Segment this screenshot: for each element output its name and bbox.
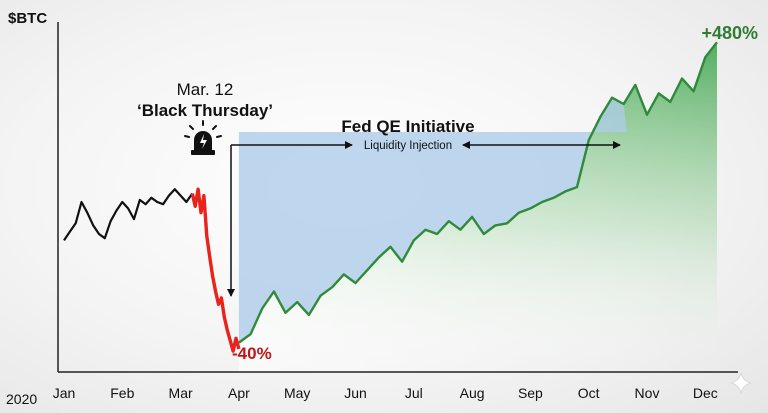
year-label: 2020 — [6, 391, 37, 407]
x-tick-label-apr: Apr — [228, 385, 250, 401]
series-line-pre-crash — [63, 188, 194, 242]
qe-initiative-band — [238, 97, 627, 343]
x-tick-label-oct: Oct — [578, 385, 600, 401]
x-tick-label-jul: Jul — [405, 385, 423, 401]
series-line-recovery — [238, 41, 718, 344]
drop-percent-label: -40% — [232, 344, 272, 363]
gain-percent-label: +480% — [701, 23, 758, 43]
x-tick-label-nov: Nov — [635, 385, 660, 401]
x-tick-label-feb: Feb — [110, 385, 134, 401]
event-date-label: Mar. 12 — [177, 80, 234, 99]
series-line-crash — [190, 187, 241, 353]
x-tick-label-dec: Dec — [693, 385, 718, 401]
x-tick-label-jun: Jun — [344, 385, 367, 401]
qe-subtitle-label: Liquidity Injection — [364, 140, 452, 152]
event-name-label: ‘Black Thursday’ — [137, 101, 273, 120]
y-axis-label: $BTC — [8, 10, 47, 27]
x-tick-label-sep: Sep — [518, 385, 543, 401]
x-tick-label-jan: Jan — [53, 385, 76, 401]
qe-title-label: Fed QE Initiative — [341, 117, 474, 136]
sparkle-icon — [730, 372, 752, 394]
siren-icon — [184, 120, 222, 155]
x-tick-label-aug: Aug — [460, 385, 485, 401]
x-tick-label-may: May — [284, 385, 310, 401]
x-tick-labels: Jan Feb Mar Apr May Jun Jul Aug Sep Oct Nov Dec — [53, 385, 718, 401]
x-tick-label-mar: Mar — [169, 385, 193, 401]
